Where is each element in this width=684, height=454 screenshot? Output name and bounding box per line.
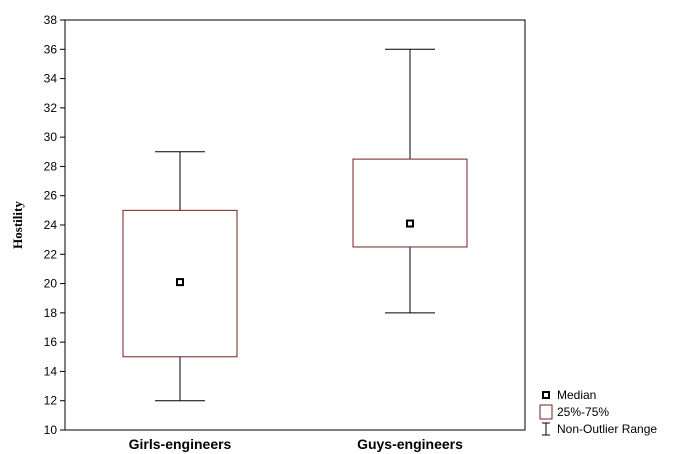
y-tick-label: 26 (44, 189, 58, 203)
legend-label: Median (557, 388, 596, 402)
x-category-label: Girls-engineers (129, 436, 232, 452)
iqr-box (352, 158, 468, 248)
y-tick-label: 14 (44, 364, 58, 378)
legend-item-box: 25%-75% (539, 404, 609, 420)
y-tick-label: 34 (44, 72, 58, 86)
x-category-label: Guys-engineers (357, 436, 463, 452)
y-tick-label: 22 (44, 247, 58, 261)
box-guys-engineers (352, 48, 468, 314)
y-tick-label: 36 (44, 42, 58, 56)
y-tick-label: 32 (44, 101, 58, 115)
y-tick-label: 20 (44, 277, 58, 291)
y-tick-label: 24 (44, 218, 58, 232)
y-tick-label: 28 (44, 159, 58, 173)
y-tick-label: 12 (44, 394, 58, 408)
y-tick-label: 16 (44, 335, 58, 349)
y-axis: 10 12 14 16 18 20 22 24 26 28 30 32 34 36 38 (44, 13, 65, 437)
box-girls-engineers (122, 151, 238, 402)
median-marker (406, 219, 414, 228)
y-tick-label: 30 (44, 130, 58, 144)
legend-item-square-point: Median (542, 388, 596, 402)
boxes-group (122, 48, 468, 402)
median-marker (176, 278, 184, 287)
legend: Median 25%-75% Non-Outlier Range (539, 388, 657, 436)
whisker-legend-icon (542, 422, 550, 436)
legend-label: Non-Outlier Range (557, 422, 657, 436)
box-legend-icon (539, 404, 553, 420)
x-axis-labels: Girls-engineers Guys-engineers (129, 436, 463, 452)
y-axis-label: Hostility (10, 201, 25, 249)
y-tick-label: 38 (44, 13, 58, 27)
y-tick-label: 10 (44, 423, 58, 437)
y-tick-label: 18 (44, 306, 58, 320)
legend-item-whisker: Non-Outlier Range (542, 422, 657, 436)
median-legend-icon (542, 391, 550, 399)
legend-label: 25%-75% (557, 405, 609, 419)
